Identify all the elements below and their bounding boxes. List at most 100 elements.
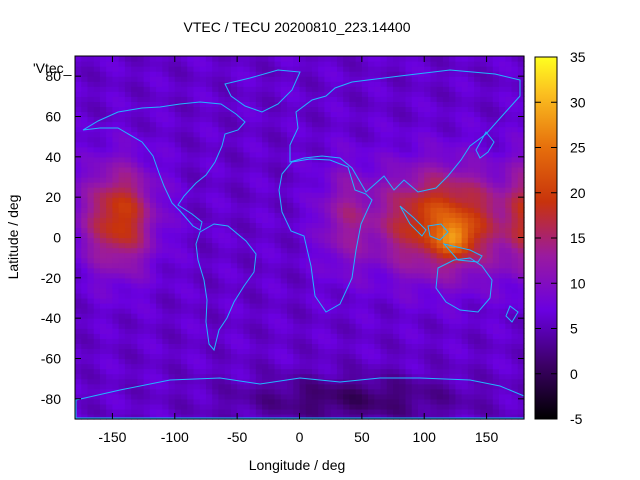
heatmap-cell <box>492 202 500 208</box>
heatmap-cell <box>368 413 375 420</box>
heatmap-cell <box>168 383 176 390</box>
heatmap-cell <box>106 217 114 223</box>
heatmap-cell <box>156 141 163 148</box>
heatmap-cell <box>486 56 494 62</box>
heatmap-cell <box>349 101 357 108</box>
heatmap-cell <box>287 212 294 218</box>
heatmap-cell <box>262 328 269 334</box>
heatmap-cell <box>181 96 188 102</box>
heatmap-cell <box>255 242 263 249</box>
heatmap-cell <box>405 318 413 324</box>
heatmap-cell <box>449 403 457 410</box>
heatmap-cell <box>181 202 188 208</box>
heatmap-cell <box>330 277 338 284</box>
heatmap-cell <box>299 96 307 102</box>
heatmap-cell <box>193 182 201 188</box>
heatmap-cell <box>486 101 494 108</box>
heatmap-cell <box>492 96 500 102</box>
heatmap-cell <box>124 121 132 128</box>
heatmap-cell <box>199 121 207 128</box>
heatmap-cell <box>187 262 195 269</box>
heatmap-cell <box>499 292 506 299</box>
heatmap-cell <box>349 111 357 118</box>
heatmap-cell <box>430 202 438 208</box>
heatmap-cell <box>343 393 350 400</box>
heatmap-cell <box>81 207 89 213</box>
heatmap-cell <box>486 272 494 279</box>
heatmap-cell <box>143 368 151 375</box>
heatmap-cell <box>430 156 438 163</box>
heatmap-cell <box>492 237 500 244</box>
heatmap-cell <box>318 217 326 223</box>
heatmap-cell <box>299 101 307 108</box>
heatmap-cell <box>386 242 394 249</box>
heatmap-cell <box>368 207 375 213</box>
heatmap-cell <box>343 363 350 370</box>
heatmap-cell <box>299 393 307 400</box>
heatmap-cell <box>417 111 425 118</box>
heatmap-cell <box>143 348 151 355</box>
heatmap-cell <box>374 313 382 319</box>
heatmap-cell <box>193 363 201 370</box>
heatmap-cell <box>343 277 350 284</box>
heatmap-cell <box>156 56 163 62</box>
heatmap-cell <box>93 318 101 324</box>
heatmap-cell <box>143 247 151 254</box>
heatmap-cell <box>355 106 363 113</box>
heatmap-cell <box>374 257 382 264</box>
heatmap-cell <box>262 378 269 385</box>
heatmap-cell <box>280 287 288 294</box>
heatmap-cell <box>474 247 481 254</box>
heatmap-cell <box>399 383 407 390</box>
heatmap-cell <box>181 252 188 259</box>
heatmap-cell <box>374 252 382 259</box>
heatmap-cell <box>280 282 288 289</box>
heatmap-cell <box>249 121 257 128</box>
heatmap-cell <box>368 388 375 395</box>
heatmap-cell <box>393 393 400 400</box>
heatmap-cell <box>417 227 425 234</box>
heatmap-cell <box>324 252 332 259</box>
heatmap-cell <box>230 61 238 67</box>
heatmap-cell <box>81 303 89 309</box>
heatmap-cell <box>224 182 232 188</box>
heatmap-cell <box>455 126 463 133</box>
heatmap-cell <box>467 66 475 72</box>
heatmap-cell <box>355 292 363 299</box>
heatmap-cell <box>305 413 313 420</box>
heatmap-cell <box>268 111 276 118</box>
heatmap-cell <box>455 146 463 153</box>
heatmap-cell <box>187 106 195 113</box>
heatmap-cell <box>374 348 382 355</box>
heatmap-cell <box>430 187 438 193</box>
heatmap-cell <box>461 388 469 395</box>
heatmap-cell <box>361 96 369 102</box>
heatmap-cell <box>436 287 444 294</box>
heatmap-cell <box>324 76 332 82</box>
heatmap-cell <box>492 383 500 390</box>
heatmap-cell <box>486 308 494 314</box>
heatmap-cell <box>467 303 475 309</box>
heatmap-cell <box>280 353 288 360</box>
heatmap-cell <box>436 242 444 249</box>
heatmap-cell <box>149 61 157 67</box>
heatmap-cell <box>361 363 369 370</box>
heatmap-cell <box>143 388 151 395</box>
heatmap-cell <box>299 61 307 67</box>
heatmap-cell <box>417 86 425 92</box>
heatmap-cell <box>99 81 107 87</box>
heatmap-cell <box>212 303 220 309</box>
heatmap-cell <box>162 328 170 334</box>
heatmap-cell <box>156 287 163 294</box>
heatmap-cell <box>405 212 413 218</box>
heatmap-cell <box>499 212 506 218</box>
heatmap-cell <box>424 111 432 118</box>
heatmap-cell <box>355 393 363 400</box>
heatmap-cell <box>467 106 475 113</box>
heatmap-cell <box>430 267 438 274</box>
heatmap-cell <box>430 81 438 87</box>
heatmap-cell <box>480 171 488 178</box>
heatmap-cell <box>299 91 307 97</box>
heatmap-cell <box>224 56 232 62</box>
heatmap-cell <box>424 182 432 188</box>
